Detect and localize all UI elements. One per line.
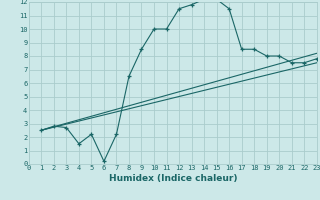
X-axis label: Humidex (Indice chaleur): Humidex (Indice chaleur) — [108, 174, 237, 183]
